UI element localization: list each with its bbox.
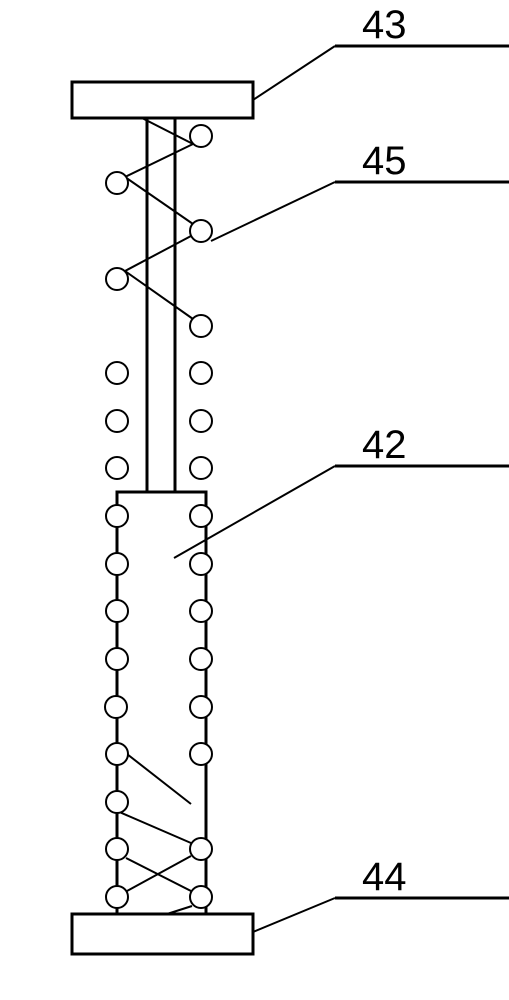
label-text-42: 42 — [362, 423, 407, 467]
spring-coils — [105, 125, 212, 908]
label-42: 42 — [174, 423, 509, 558]
label-44: 44 — [253, 855, 509, 932]
label-43: 43 — [253, 3, 509, 100]
label-text-45: 45 — [362, 139, 407, 183]
bottom-plate — [72, 914, 253, 954]
label-text-43: 43 — [362, 3, 407, 47]
label-text-44: 44 — [362, 855, 407, 899]
label-45: 45 — [211, 139, 509, 241]
top-plate — [72, 82, 253, 118]
